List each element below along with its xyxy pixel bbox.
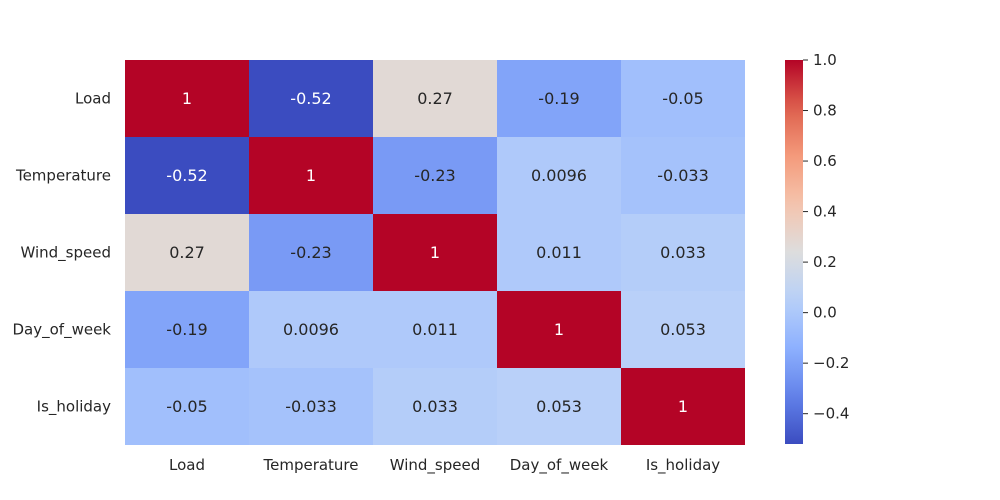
heatmap-cell-Day_of_week-Load xyxy=(125,291,249,368)
cell-value-label: 1 xyxy=(182,89,192,108)
heatmap-cell-Is_holiday-Load xyxy=(125,368,249,445)
cell-value-label: -0.033 xyxy=(285,397,337,416)
heatmap-cell-Load-Load xyxy=(125,60,249,137)
y-tick-label: Temperature xyxy=(15,167,111,185)
cell-value-label: -0.52 xyxy=(166,166,207,185)
heatmap-cell-Wind_speed-Temperature xyxy=(249,214,373,291)
cell-value-label: 1 xyxy=(554,320,564,339)
y-tick-label: Wind_speed xyxy=(20,244,111,263)
colorbar-tick-label: 0.8 xyxy=(813,102,837,120)
heatmap-cell-Day_of_week-Is_holiday xyxy=(621,291,745,368)
colorbar-tick-label: −0.2 xyxy=(813,354,849,372)
cell-value-label: -0.19 xyxy=(538,89,579,108)
y-tick-label: Day_of_week xyxy=(13,321,112,340)
heatmap-cell-Temperature-Wind_speed xyxy=(373,137,497,214)
heatmap-cells xyxy=(125,60,745,445)
heatmap-cell-Temperature-Is_holiday xyxy=(621,137,745,214)
heatmap-cell-Is_holiday-Temperature xyxy=(249,368,373,445)
x-tick-label: Is_holiday xyxy=(646,456,720,475)
heatmap-cell-Temperature-Temperature xyxy=(249,137,373,214)
cell-value-label: -0.033 xyxy=(657,166,709,185)
y-tick-label: Is_holiday xyxy=(37,398,111,417)
cell-value-label: 0.011 xyxy=(536,243,582,262)
cell-value-label: 0.011 xyxy=(412,320,458,339)
colorbar-tick-label: 0.4 xyxy=(813,203,837,221)
heatmap-cell-Day_of_week-Day_of_week xyxy=(497,291,621,368)
heatmap-cell-Load-Temperature xyxy=(249,60,373,137)
cell-value-label: -0.52 xyxy=(290,89,331,108)
heatmap-cell-Load-Is_holiday xyxy=(621,60,745,137)
colorbar-tick-label: 0.6 xyxy=(813,152,837,170)
cell-value-label: -0.05 xyxy=(166,397,207,416)
heatmap-cell-Is_holiday-Is_holiday xyxy=(621,368,745,445)
heatmap-cell-Day_of_week-Wind_speed xyxy=(373,291,497,368)
cell-value-label: -0.19 xyxy=(166,320,207,339)
colorbar-tick-label: 1.0 xyxy=(813,51,837,69)
colorbar-gradient xyxy=(785,60,803,444)
cell-value-label: 0.0096 xyxy=(283,320,339,339)
cell-value-label: -0.23 xyxy=(290,243,331,262)
y-axis-tick-labels: Load Temperature Wind_speed Day_of_week Is_h… xyxy=(13,90,112,417)
heatmap-cell-labels: 1 -0.52 0.27 -0.19 -0.05 -0.52 1 -0.23 0.0096 -0.… xyxy=(166,89,708,416)
y-tick-label: Load xyxy=(75,90,111,108)
heatmap-cell-Wind_speed-Wind_speed xyxy=(373,214,497,291)
cell-value-label: -0.05 xyxy=(662,89,703,108)
x-tick-label: Temperature xyxy=(262,456,358,474)
cell-value-label: 1 xyxy=(430,243,440,262)
cell-value-label: 0.033 xyxy=(412,397,458,416)
x-tick-label: Day_of_week xyxy=(510,456,609,475)
x-axis-tick-labels: Load Temperature Wind_speed Day_of_week Is_h… xyxy=(169,456,720,475)
cell-value-label: 0.053 xyxy=(536,397,582,416)
x-tick-label: Load xyxy=(169,456,205,474)
cell-value-label: 0.053 xyxy=(660,320,706,339)
heatmap-cell-Load-Wind_speed xyxy=(373,60,497,137)
heatmap-cell-Load-Day_of_week xyxy=(497,60,621,137)
cell-value-label: 1 xyxy=(678,397,688,416)
cell-value-label: -0.23 xyxy=(414,166,455,185)
cell-value-label: 1 xyxy=(306,166,316,185)
cell-value-label: 0.0096 xyxy=(531,166,587,185)
heatmap-cell-Wind_speed-Load xyxy=(125,214,249,291)
heatmap-cell-Wind_speed-Is_holiday xyxy=(621,214,745,291)
cell-value-label: 0.27 xyxy=(169,243,205,262)
cell-value-label: 0.27 xyxy=(417,89,453,108)
colorbar-tick-label: −0.4 xyxy=(813,405,849,423)
cell-value-label: 0.033 xyxy=(660,243,706,262)
colorbar-tick-label: 0.0 xyxy=(813,304,837,322)
colorbar-tick-label: 0.2 xyxy=(813,253,837,271)
heatmap-cell-Day_of_week-Temperature xyxy=(249,291,373,368)
heatmap-cell-Is_holiday-Wind_speed xyxy=(373,368,497,445)
colorbar: 1.0 0.8 0.6 0.4 0.2 0.0 −0.2 −0.4 xyxy=(785,51,849,444)
heatmap-cell-Temperature-Load xyxy=(125,137,249,214)
heatmap-cell-Is_holiday-Day_of_week xyxy=(497,368,621,445)
heatmap-cell-Wind_speed-Day_of_week xyxy=(497,214,621,291)
heatmap-cell-Temperature-Day_of_week xyxy=(497,137,621,214)
x-tick-label: Wind_speed xyxy=(390,456,481,475)
